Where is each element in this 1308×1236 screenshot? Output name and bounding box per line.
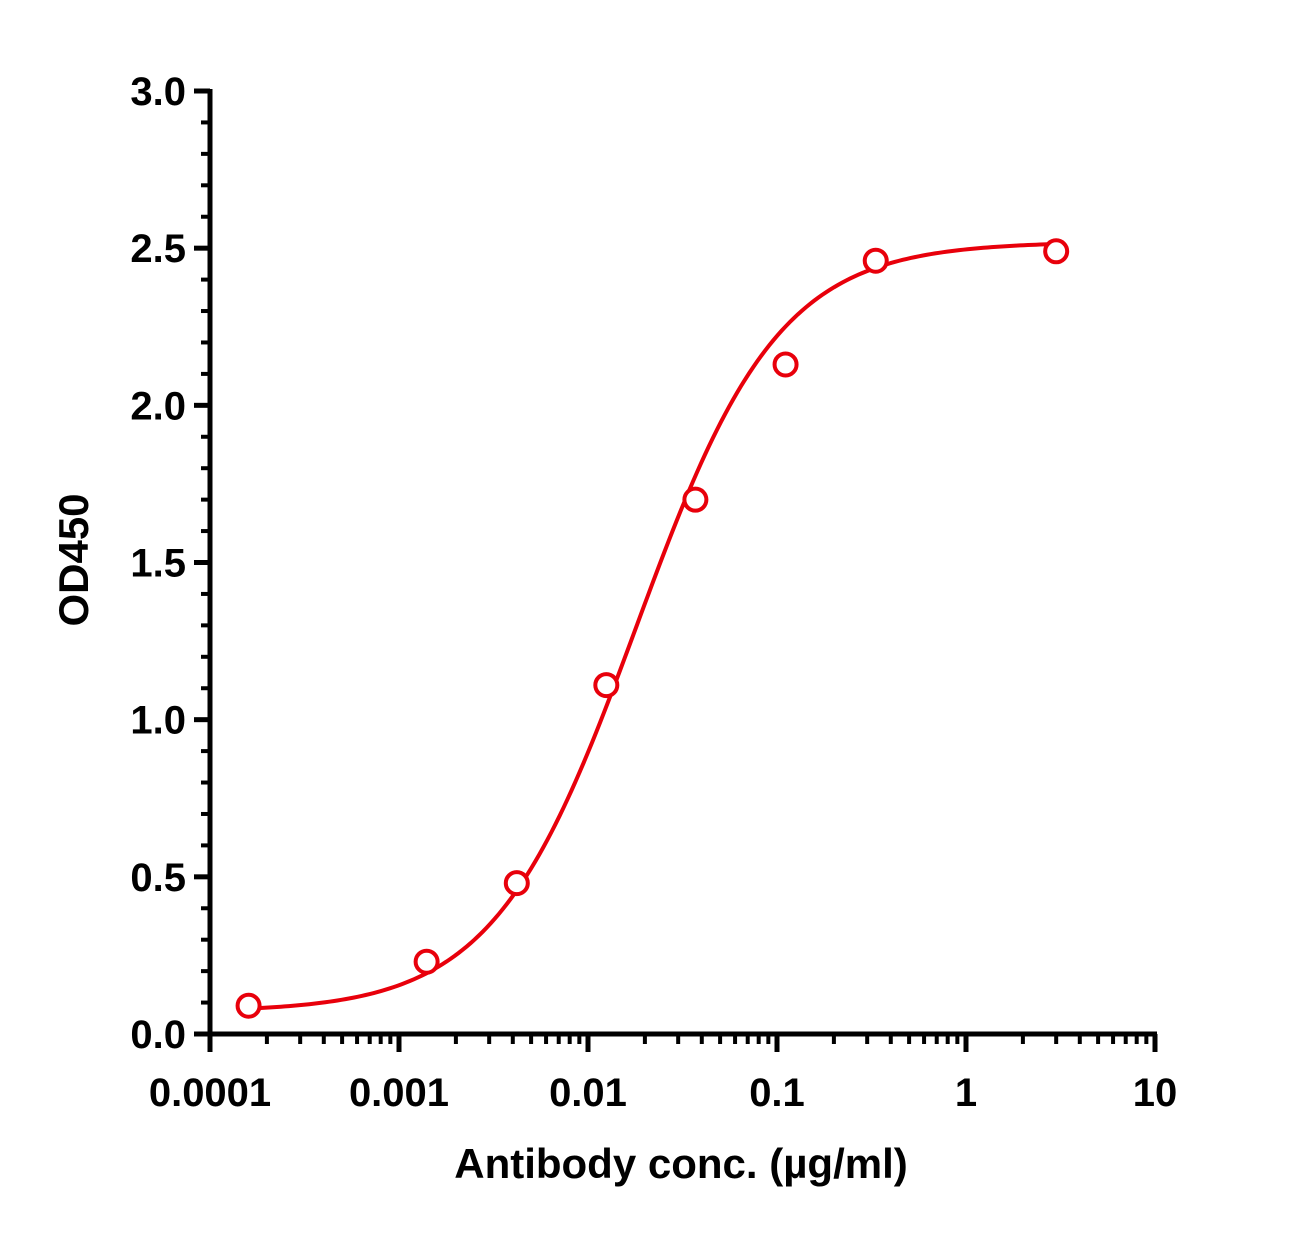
y-tick-label: 3.0 — [130, 70, 186, 114]
x-tick-label: 0.1 — [749, 1071, 805, 1115]
y-tick-label: 2.0 — [130, 384, 186, 428]
axes — [194, 88, 1158, 1052]
data-point — [772, 351, 799, 378]
data-point — [413, 948, 440, 975]
y-axis-title: OD450 — [50, 493, 97, 626]
x-tick-label: 0.0001 — [149, 1071, 271, 1115]
y-tick-label: 0.0 — [130, 1013, 186, 1057]
x-tick-label: 0.001 — [349, 1071, 449, 1115]
y-tick-label: 1.5 — [130, 542, 186, 586]
x-axis-title: Antibody conc. (µg/ml) — [454, 1140, 908, 1187]
data-point — [1043, 238, 1070, 265]
data-point — [593, 672, 620, 699]
y-tick-label: 0.5 — [130, 856, 186, 900]
x-tick-label: 10 — [1133, 1071, 1178, 1115]
fit-curve-layer — [248, 242, 1057, 1011]
data-points-layer — [235, 238, 1070, 1019]
y-tick-label: 2.5 — [130, 227, 186, 271]
x-tick-label: 1 — [955, 1071, 977, 1115]
data-point — [862, 247, 889, 274]
y-tick-label: 1.0 — [130, 699, 186, 743]
fit-curve — [248, 242, 1057, 1011]
x-tick-label: 0.01 — [549, 1071, 627, 1115]
data-point — [235, 992, 262, 1019]
data-point — [682, 486, 709, 513]
tick-labels-layer: 0.0 0.5 1.0 1.5 2.0 2.5 3.0 0.0001 0.001 0.01 0.1 1… — [130, 70, 1177, 1115]
data-point — [503, 870, 530, 897]
